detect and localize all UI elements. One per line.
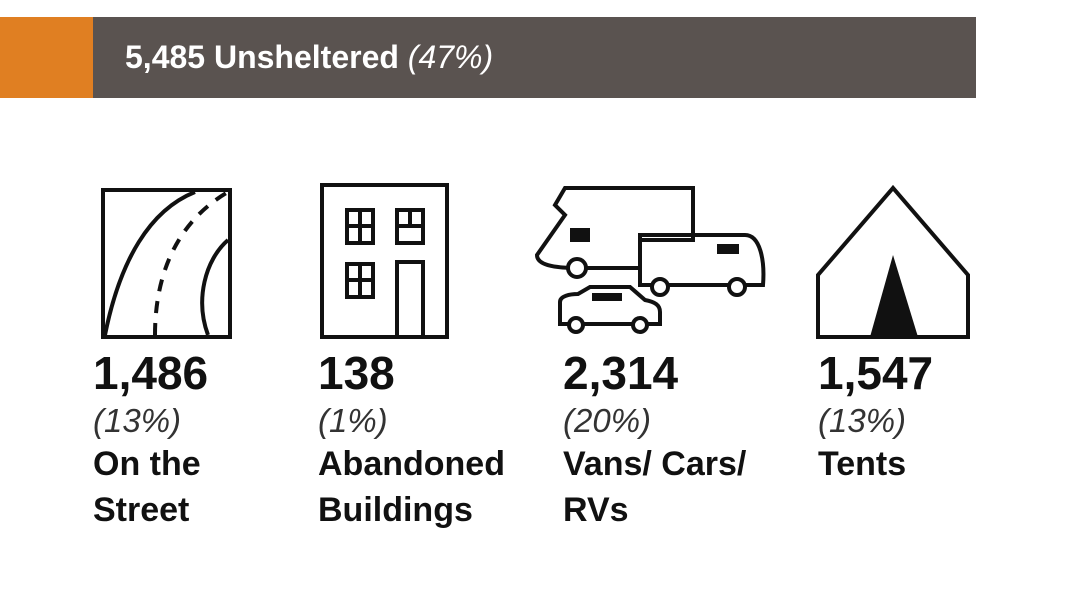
header-text: 5,485 Unsheltered (47%) <box>125 17 493 98</box>
item-count: 2,314 <box>563 347 679 399</box>
item-label: Vans/ Cars/ RVs <box>563 445 747 529</box>
item-vehicles: 2,314 (20%) Vans/ Cars/ RVs <box>563 345 778 533</box>
building-icon <box>320 183 449 339</box>
item-count: 1,547 <box>818 347 934 399</box>
item-count: 138 <box>318 347 395 399</box>
vehicles-icon <box>534 186 766 334</box>
item-percent: (13%) <box>818 402 907 439</box>
item-label: Abandoned Buildings <box>318 445 505 529</box>
header-percent: (47%) <box>407 39 494 75</box>
header-bar: 5,485 Unsheltered (47%) <box>93 17 976 98</box>
item-buildings: 138 (1%) Abandoned Buildings <box>318 345 533 533</box>
item-label: On the Street <box>93 445 201 529</box>
item-percent: (13%) <box>93 402 182 439</box>
accent-block <box>0 17 93 98</box>
item-percent: (1%) <box>318 402 388 439</box>
item-label: Tents <box>818 445 907 483</box>
item-percent: (20%) <box>563 402 652 439</box>
street-icon <box>101 188 232 339</box>
header-count: 5,485 <box>125 39 206 75</box>
tent-icon <box>816 184 970 339</box>
item-tents: 1,547 (13%) Tents <box>818 345 1033 487</box>
header-label: Unsheltered <box>213 39 399 75</box>
item-street: 1,486 (13%) On the Street <box>93 345 243 533</box>
item-count: 1,486 <box>93 347 209 399</box>
